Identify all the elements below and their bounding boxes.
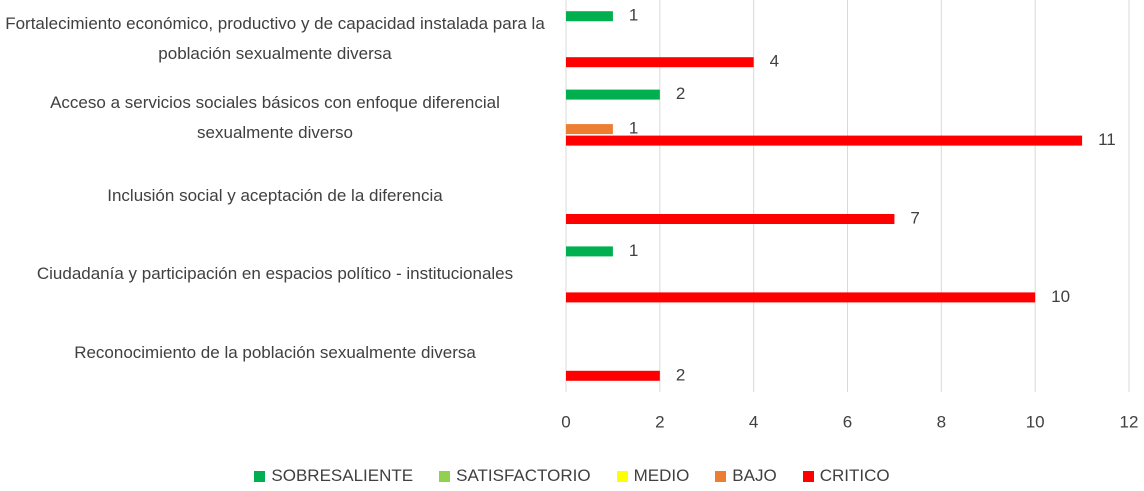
- category-label: Inclusión social y aceptación de la dife…: [107, 186, 443, 205]
- data-label: 2: [676, 365, 685, 384]
- bar: [566, 124, 613, 135]
- legend-label: BAJO: [732, 466, 777, 485]
- data-label: 7: [910, 208, 919, 227]
- bar: [566, 135, 1083, 146]
- legend-item: SOBRESALIENTE: [254, 466, 413, 486]
- x-tick-label: 0: [561, 412, 570, 431]
- x-tick-label: 10: [1026, 412, 1045, 431]
- x-tick-label: 6: [843, 412, 852, 431]
- bar: [566, 57, 754, 68]
- bar: [566, 246, 613, 257]
- x-tick-label: 12: [1120, 412, 1139, 431]
- data-label: 1: [629, 6, 638, 25]
- x-tick-label: 2: [655, 412, 664, 431]
- bar: [566, 89, 660, 100]
- bar: [566, 11, 613, 22]
- legend-swatch: [616, 470, 628, 482]
- legend-swatch: [715, 470, 727, 482]
- legend-label: SOBRESALIENTE: [271, 466, 414, 485]
- legend-swatch: [802, 470, 814, 482]
- legend-item: MEDIO: [616, 466, 690, 486]
- data-label: 2: [676, 84, 685, 103]
- legend-label: SATISFACTORIO: [456, 466, 591, 485]
- data-label: 10: [1051, 287, 1070, 306]
- legend-label: MEDIO: [633, 466, 690, 485]
- category-label: Ciudadanía y participación en espacios p…: [36, 264, 514, 284]
- category-label: Reconocimiento de la población sexualmen…: [74, 342, 476, 362]
- data-label: 11: [1098, 130, 1116, 149]
- bar: [566, 370, 660, 381]
- legend-item: SATISFACTORIO: [439, 466, 591, 486]
- bar: [566, 292, 1036, 303]
- x-tick-label: 8: [937, 412, 946, 431]
- data-label: 1: [629, 241, 638, 260]
- data-label: 1: [629, 119, 638, 138]
- legend-item: CRITICO: [802, 466, 890, 486]
- data-label: 4: [770, 52, 779, 71]
- bar: [566, 214, 895, 224]
- legend-swatch: [439, 470, 451, 482]
- legend-label: CRITICO: [819, 466, 890, 485]
- legend-item: BAJO: [715, 466, 777, 486]
- category-label: Acceso a servicios sociales básicos con …: [50, 92, 500, 142]
- category-label: Fortalecimiento económico, productivo y …: [5, 14, 545, 64]
- legend: SOBRESALIENTE SATISFACTORIO MEDIO BAJO CRITI…: [0, 466, 1144, 486]
- x-tick-label: 4: [749, 412, 758, 431]
- legend-swatch: [254, 470, 266, 482]
